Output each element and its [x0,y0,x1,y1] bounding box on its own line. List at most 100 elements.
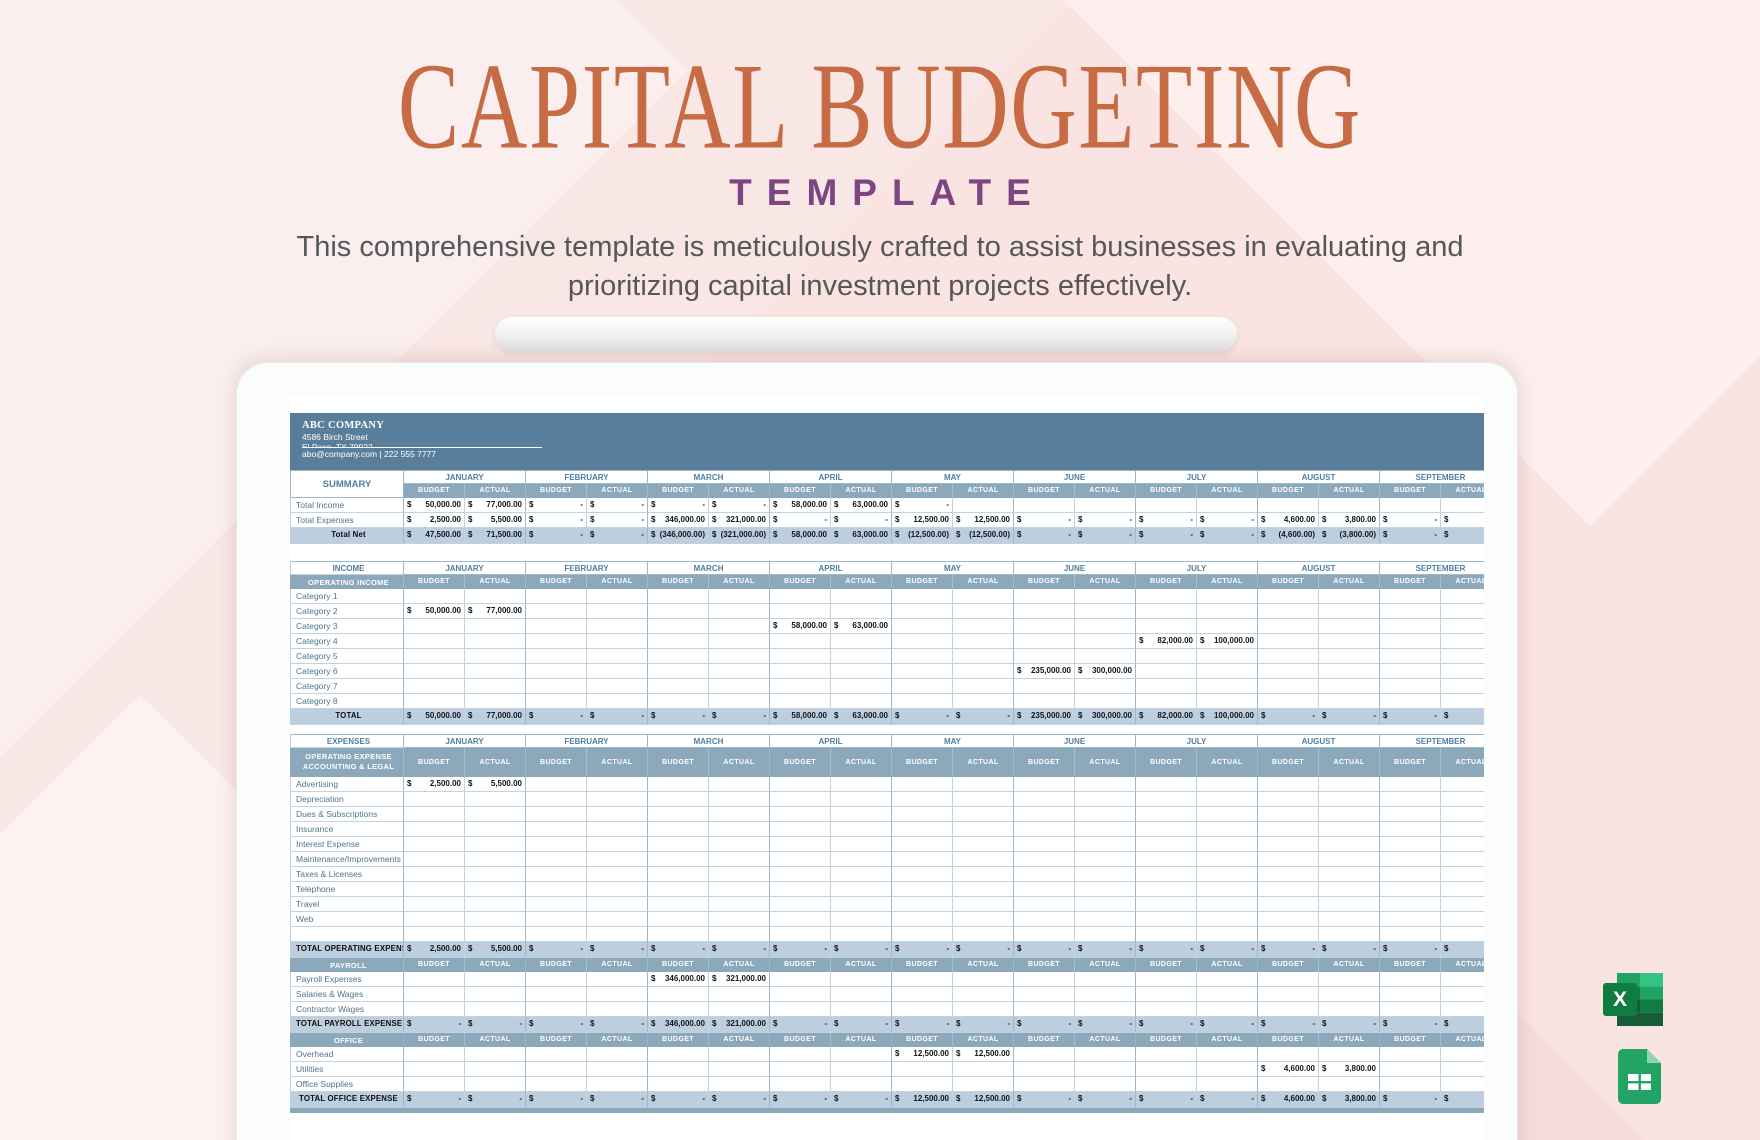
table-row: Category 4 $82,000.00 $100,000.00 [290,634,1484,649]
dollar-sign: $ [1078,944,1083,953]
value-cell [709,1062,770,1077]
value-cell [1258,912,1319,927]
total-cell: $- [892,709,953,725]
value-cell [465,987,526,1002]
value-cell [1136,807,1197,822]
excel-icon[interactable]: X [1603,973,1663,1031]
cell-amount: 2,500.00 [429,779,461,788]
dollar-sign: $ [956,711,961,720]
value-cell [953,664,1014,679]
value-cell [1258,589,1319,604]
summary-header-right: JANUARY FEBRUARY MARCH APRIL MAY JUNE JULY AUGU… [404,470,1484,498]
budget-column-header: BUDGET [526,1033,587,1047]
cell-amount: 346,000.00 [664,974,705,983]
value-cell [831,1047,892,1062]
value-cell [1380,867,1441,882]
value-cell: $346,000.00 [648,972,709,987]
value-cell [1197,498,1258,513]
total-cell: $50,000.00 [404,709,465,725]
value-cell [587,837,648,852]
value-cell [1136,694,1197,709]
total-row-label: TOTAL OPERATING EXPENSE [290,942,404,958]
total-cell: $58,000.00 [770,528,831,544]
value-cell: $100,000.00 [1197,634,1258,649]
total-cell: $- [465,1017,526,1033]
actual-column-header: ACTUAL [587,1033,648,1047]
value-cell [1258,777,1319,792]
value-cell [404,589,465,604]
value-cell [1258,604,1319,619]
dollar-sign: $ [651,944,656,953]
value-cell [1014,694,1075,709]
value-cell [770,634,831,649]
value-cell: $77,000.00 [465,498,526,513]
page-description: This comprehensive template is meticulou… [0,228,1760,306]
total-cell: $- [587,528,648,544]
value-cell [1441,987,1484,1002]
value-cell [1197,867,1258,882]
total-cell: $4,600.00 [1258,1092,1319,1108]
table-row: Travel [290,897,1484,912]
value-cell [1319,1077,1380,1092]
budget-column-header: BUDGET [404,748,465,777]
row-label: Total Expenses [290,513,404,528]
value-cell [587,649,648,664]
value-cell [1441,912,1484,927]
dollar-sign: $ [1261,711,1266,720]
value-cell [1441,972,1484,987]
actual-column-header: ACTUAL [1441,1033,1484,1047]
value-cell [1014,987,1075,1002]
value-cell [892,852,953,867]
value-cell [709,792,770,807]
cell-amount: - [824,944,827,953]
cell-amount: - [1434,1094,1437,1103]
dollar-sign: $ [834,621,839,630]
value-cell [892,777,953,792]
value-cell [1075,987,1136,1002]
row-label: Category 6 [290,664,404,679]
value-cell: $58,000.00 [770,619,831,634]
total-cell: $- [1136,1092,1197,1108]
total-cell: $71,500.00 [465,528,526,544]
total-cell: $- [1380,709,1441,725]
value-cell [1075,619,1136,634]
budget-column-header: BUDGET [1258,575,1319,589]
total-cell: $- [1258,942,1319,958]
total-cell: $12,500.00 [953,1092,1014,1108]
total-cell: $- [1136,942,1197,958]
value-cell [526,1002,587,1017]
total-cell: $- [1319,709,1380,725]
actual-column-header: ACTUAL [465,958,526,972]
total-cell: $- [404,1017,465,1033]
value-cell [1197,927,1258,942]
google-sheets-icon[interactable] [1618,1049,1661,1109]
value-cell [1258,792,1319,807]
value-cell [1319,807,1380,822]
value-cell [709,649,770,664]
actual-column-header: ACTUAL [587,484,648,498]
value-cell [892,912,953,927]
value-cell [1136,1062,1197,1077]
value-cell [831,882,892,897]
row-label: Category 3 [290,619,404,634]
value-cell: $- [1380,513,1441,528]
operating-expense-header: OPERATING EXPENSE ACCOUNTING & LEGAL [290,748,404,777]
cell-amount: - [641,500,644,509]
value-cell [1380,837,1441,852]
value-cell [1136,664,1197,679]
dollar-sign: $ [1139,515,1144,524]
cell-amount: 71,500.00 [486,530,522,539]
value-cell [1136,837,1197,852]
value-cell [1197,664,1258,679]
value-cell [648,867,709,882]
value-cell [1197,1077,1258,1092]
value-cell [1441,664,1484,679]
cell-amount: 100,000.00 [1213,636,1254,645]
budget-column-header: BUDGET [892,484,953,498]
value-cell [770,852,831,867]
dollar-sign: $ [895,711,900,720]
dollar-sign: $ [956,515,961,524]
value-cell [465,679,526,694]
table-row: Payroll Expenses $346,000.00 $321,000.00 [290,972,1484,987]
total-cell: $58,000.00 [770,709,831,725]
